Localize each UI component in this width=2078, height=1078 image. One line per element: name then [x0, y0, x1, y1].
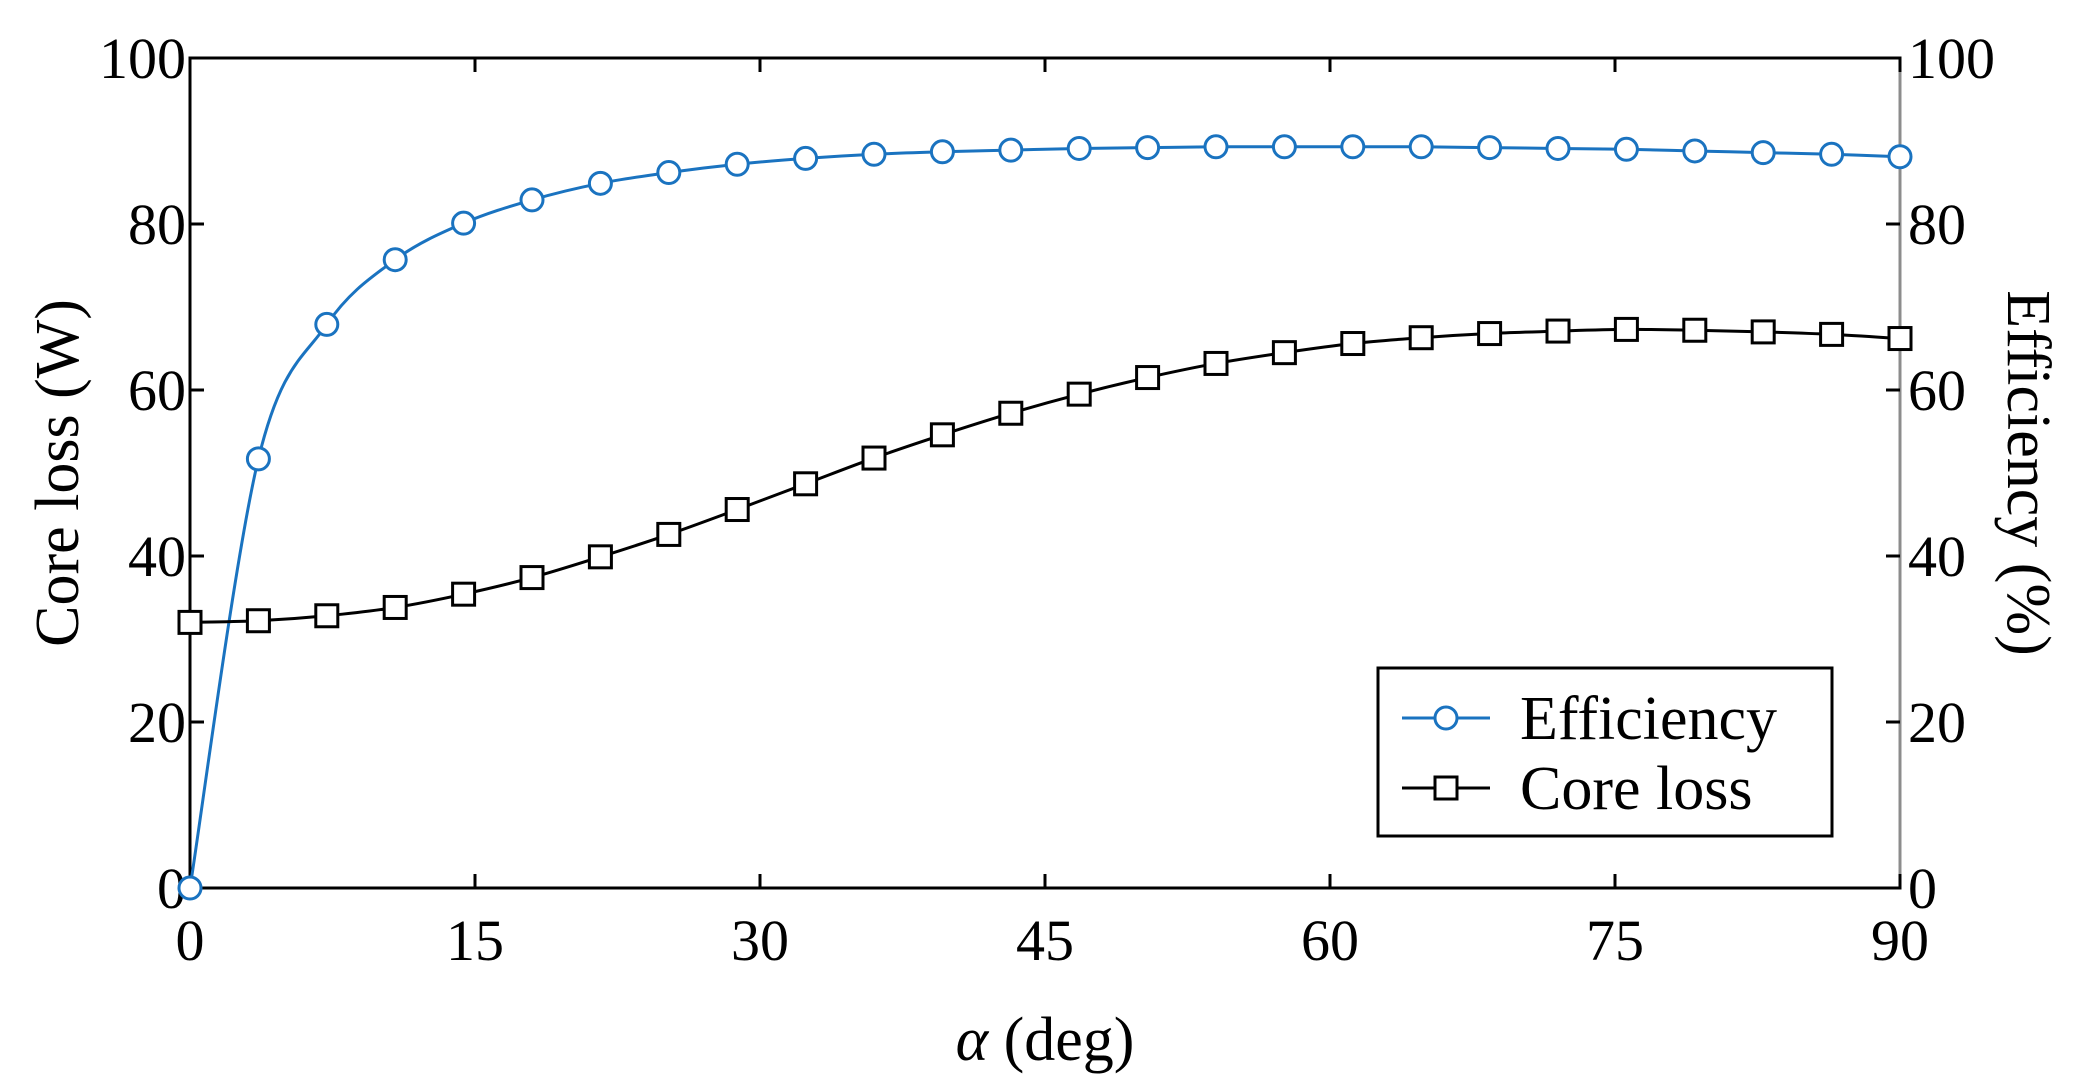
y-right-tick-label: 20: [1908, 690, 1966, 755]
data-point: [1750, 319, 1776, 345]
x-tick-label: 45: [1016, 908, 1074, 973]
data-point: [1066, 381, 1092, 407]
series-efficiency: [177, 134, 1913, 901]
data-point: [656, 160, 682, 186]
data-point: [177, 875, 203, 901]
data-point: [929, 139, 955, 165]
data-point: [245, 446, 271, 472]
data-point: [587, 170, 613, 196]
data-point: [1408, 134, 1434, 160]
x-axis-title: α (deg): [956, 1006, 1135, 1074]
y-left-tick-label: 60: [128, 358, 186, 423]
data-point: [382, 247, 408, 273]
legend-efficiency-label: Efficiency: [1520, 685, 1777, 753]
data-point: [998, 137, 1024, 163]
data-point: [1819, 321, 1845, 347]
data-point: [1545, 135, 1571, 161]
data-point: [519, 187, 545, 213]
series-core-loss: [177, 316, 1913, 635]
y-right-tick-label: 40: [1908, 524, 1966, 589]
x-axis-title-symbol: α: [956, 1006, 990, 1074]
legend-efficiency-marker: [1433, 705, 1459, 731]
data-point: [1613, 136, 1639, 162]
data-point: [1203, 134, 1229, 160]
data-point: [1750, 140, 1776, 166]
data-point: [1477, 321, 1503, 347]
y-left-tick-label: 20: [128, 690, 186, 755]
data-point: [1682, 138, 1708, 164]
data-point: [1135, 135, 1161, 161]
data-point: [1819, 141, 1845, 167]
data-point: [1271, 134, 1297, 160]
data-point: [1135, 365, 1161, 391]
data-point: [1271, 340, 1297, 366]
data-point: [1887, 326, 1913, 352]
series-line: [189, 327, 1901, 624]
legend-coreloss-marker: [1433, 775, 1459, 801]
data-point: [587, 544, 613, 570]
y-right-tick-label: 80: [1908, 192, 1966, 257]
y-axis-right-title: Efficiency (%): [1994, 290, 2062, 656]
data-point: [724, 497, 750, 523]
x-tick-label: 90: [1871, 908, 1929, 973]
data-point: [1203, 350, 1229, 376]
data-point: [1408, 325, 1434, 351]
data-point: [451, 581, 477, 607]
y-right-tick-label: 0: [1908, 856, 1937, 921]
data-point: [1340, 331, 1366, 357]
series-layer: [177, 134, 1913, 901]
data-point: [314, 311, 340, 337]
x-tick-label: 75: [1586, 908, 1644, 973]
data-point: [245, 608, 271, 634]
y-right-tick-label: 60: [1908, 358, 1966, 423]
y-left-tick-label: 40: [128, 524, 186, 589]
data-point: [861, 141, 887, 167]
data-point: [1340, 134, 1366, 160]
y-right-tick-label: 100: [1908, 26, 1995, 91]
x-tick-label: 60: [1301, 908, 1359, 973]
data-point: [314, 603, 340, 629]
data-point: [451, 210, 477, 236]
data-point: [1887, 144, 1913, 170]
data-point: [929, 422, 955, 448]
x-tick-label: 15: [446, 908, 504, 973]
data-point: [793, 471, 819, 497]
data-point: [1477, 135, 1503, 161]
y-axis-left-title: Core loss (W): [24, 299, 92, 647]
data-point: [724, 151, 750, 177]
data-point: [1066, 135, 1092, 161]
data-point: [656, 521, 682, 547]
y-left-tick-label: 80: [128, 192, 186, 257]
data-point: [998, 400, 1024, 426]
data-point: [1545, 318, 1571, 344]
data-point: [519, 565, 545, 591]
data-point: [382, 594, 408, 620]
data-point: [177, 609, 203, 635]
legend-coreloss-label: Core loss: [1520, 755, 1753, 823]
legend-box: [1376, 666, 1834, 838]
y-left-tick-label: 100: [99, 26, 186, 91]
data-point: [861, 445, 887, 471]
data-point: [793, 145, 819, 171]
x-axis-title-unit: (deg): [988, 1006, 1134, 1074]
x-tick-label: 30: [731, 908, 789, 973]
data-point: [1682, 317, 1708, 343]
x-tick-label: 0: [176, 908, 205, 973]
data-point: [1613, 316, 1639, 342]
legend: Efficiency Core loss: [1376, 666, 1834, 838]
